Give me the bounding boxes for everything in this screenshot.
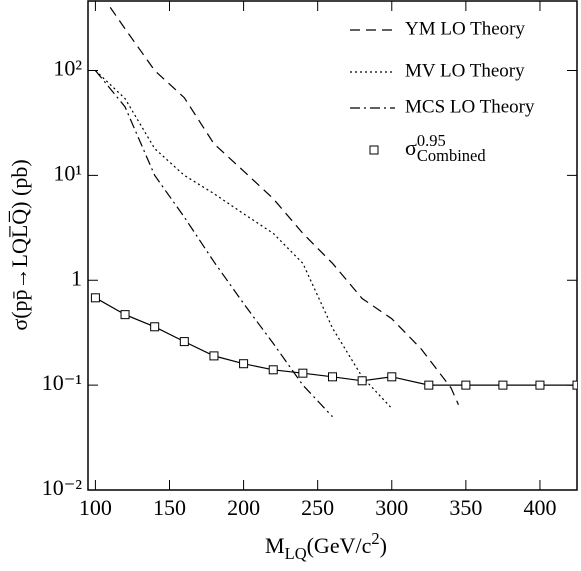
y-tick-label: 10⁻² bbox=[42, 475, 83, 500]
data-point bbox=[328, 372, 337, 382]
data-point bbox=[298, 368, 308, 378]
data-point bbox=[498, 380, 508, 390]
legend-marker bbox=[369, 145, 379, 155]
data-point bbox=[424, 380, 434, 390]
x-tick-label: 350 bbox=[449, 495, 482, 520]
legend-label: σ0.95 Combined bbox=[405, 131, 486, 165]
data-point bbox=[209, 351, 219, 361]
data-point bbox=[150, 322, 160, 332]
y-tick-label: 10⁻¹ bbox=[42, 370, 82, 395]
legend-label: YM LO Theory bbox=[405, 18, 525, 39]
x-tick-label: 300 bbox=[375, 495, 408, 520]
data-point bbox=[268, 365, 278, 375]
legend-label: MCS LO Theory bbox=[405, 96, 535, 117]
data-point bbox=[387, 372, 397, 382]
data-point bbox=[357, 376, 367, 386]
y-tick-label: 1 bbox=[71, 265, 82, 290]
data-point bbox=[461, 380, 471, 390]
x-tick-label: 400 bbox=[523, 495, 556, 520]
series-line bbox=[95, 297, 577, 386]
legend-label: MV LO Theory bbox=[405, 60, 525, 81]
series-line bbox=[94, 70, 393, 409]
data-point bbox=[239, 359, 249, 369]
data-point bbox=[120, 310, 130, 320]
x-tick-label: 150 bbox=[153, 495, 186, 520]
y-tick-label: 10² bbox=[53, 56, 82, 81]
x-tick-label: 200 bbox=[227, 495, 260, 520]
plot-frame bbox=[87, 0, 578, 491]
data-point bbox=[535, 380, 545, 390]
x-tick-label: 100 bbox=[79, 495, 112, 520]
series-line bbox=[94, 70, 333, 418]
data-point bbox=[179, 337, 189, 347]
x-tick-label: 250 bbox=[301, 495, 334, 520]
x-axis-label: MLQ(GeV/c2) bbox=[265, 529, 387, 563]
series-line bbox=[109, 7, 460, 405]
data-point bbox=[572, 380, 577, 390]
data-point bbox=[90, 293, 100, 303]
y-axis-label: σ(pp̄→LQL̅Q̅) (pb) bbox=[7, 159, 32, 330]
y-tick-label: 10¹ bbox=[53, 160, 82, 185]
